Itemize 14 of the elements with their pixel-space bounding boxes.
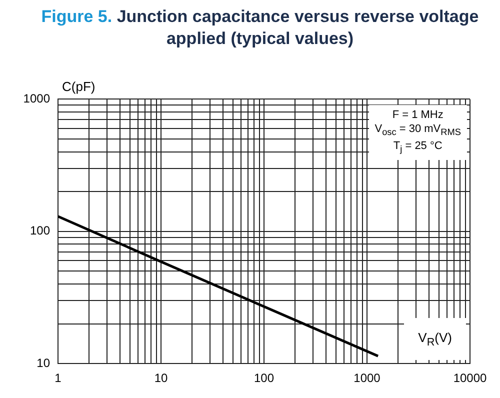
x-tick-label: 1 [54,371,62,386]
annotation: F = 1 MHz [391,108,444,122]
x-tick-label: 10 [154,371,168,386]
x-tick-label: 100 [254,371,274,386]
x-tick-label: 10000 [453,371,488,386]
chart-title: Figure 5. Junction capacitance versus reverse voltage applied (typical values) [40,6,480,50]
annotation: V$_{osc}$ = 30 mV$_{RMS}$ [374,122,461,140]
y-tick-label: 1000 [23,92,50,106]
x-tick-label: 1000 [354,371,381,386]
y-axis-title: C(pF) [62,79,96,94]
y-tick-label: 100 [30,224,50,238]
annotation: T$_{j}$ = 25 °C [392,139,444,157]
y-tick-label: 10 [36,356,50,370]
x-axis-title: V$_{R}$(V) [404,318,466,360]
